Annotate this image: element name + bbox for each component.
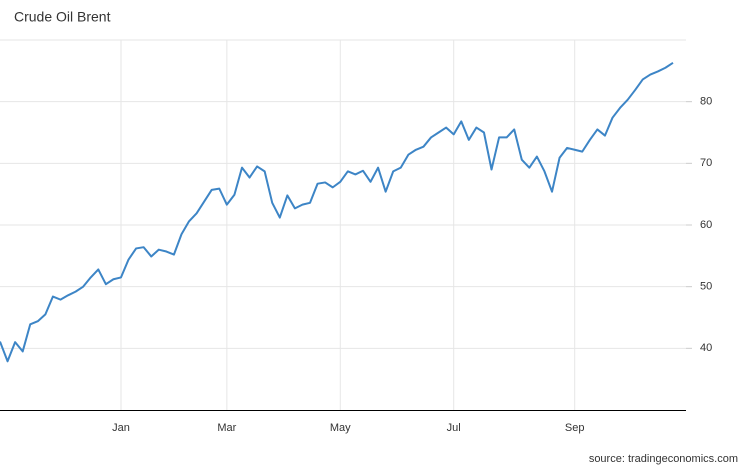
y-tick-label: 80: [700, 96, 712, 108]
source-note: source: tradingeconomics.com: [589, 453, 738, 465]
x-tick-label: May: [330, 422, 351, 434]
x-tick-label: Sep: [565, 422, 585, 434]
chart-title: Crude Oil Brent: [14, 9, 111, 25]
y-tick-label: 40: [700, 342, 712, 354]
series-line: [0, 61, 674, 363]
y-tick-label: 60: [700, 219, 712, 231]
y-tick-label: 50: [700, 281, 712, 293]
x-tick-label: Mar: [217, 422, 236, 434]
x-tick-label: Jul: [447, 422, 461, 434]
y-tick-label: 70: [700, 157, 712, 169]
x-tick-label: Jan: [112, 422, 130, 434]
plot-area: 40 50 60 70 80 Jan Mar May Jul Sep: [0, 40, 712, 434]
